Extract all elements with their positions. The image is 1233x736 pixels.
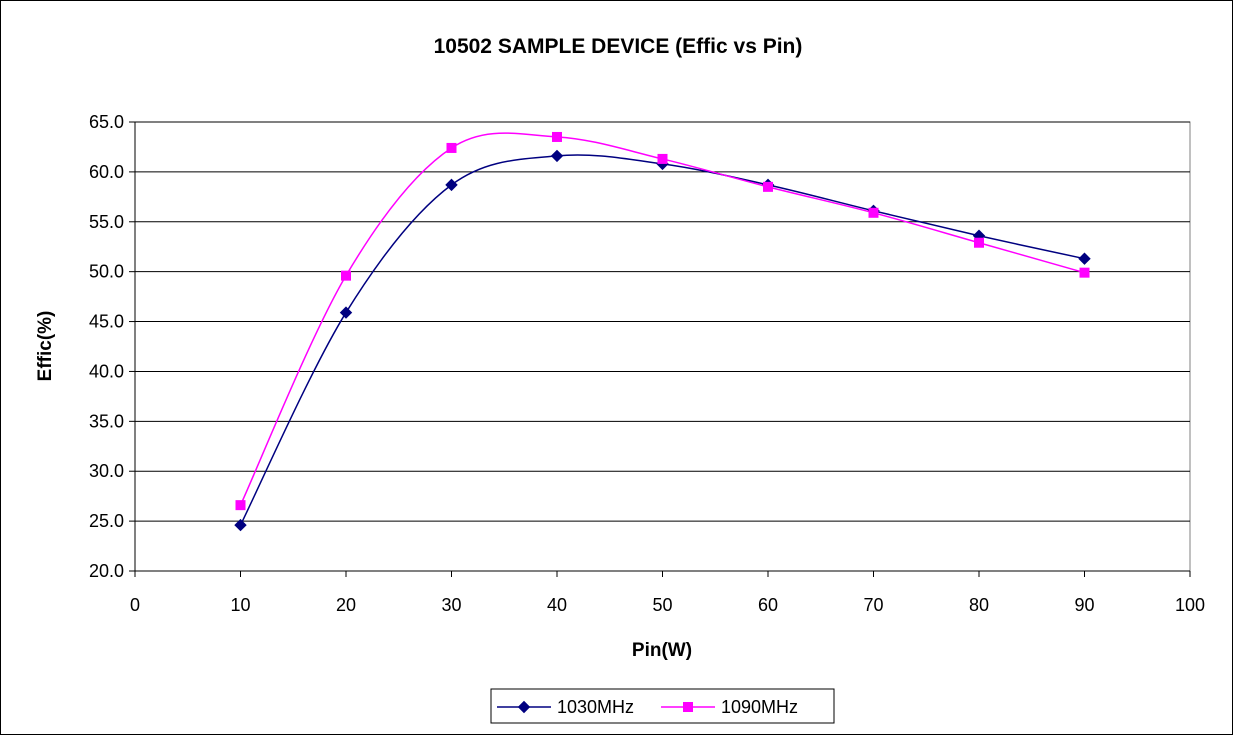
- x-tick-label-7: 70: [863, 595, 883, 615]
- x-tick-label-5: 50: [652, 595, 672, 615]
- x-tick-label-6: 60: [758, 595, 778, 615]
- chart-title: 10502 SAMPLE DEVICE (Effic vs Pin): [434, 35, 803, 58]
- y-tick-label-3: 35.0: [89, 411, 124, 431]
- data-point-1030MHz-90: [1078, 252, 1091, 265]
- x-tick-label-1: 10: [230, 595, 250, 615]
- series-1090MHz: [235, 131, 1090, 511]
- y-tick-label-2: 30.0: [89, 461, 124, 481]
- y-tick-label-7: 55.0: [89, 212, 124, 232]
- x-tick-label-2: 20: [336, 595, 356, 615]
- data-point-1090MHz-60: [763, 181, 773, 192]
- data-point-1090MHz-10: [235, 500, 246, 511]
- x-tick-label-10: 100: [1175, 595, 1205, 615]
- y-tick-label-6: 50.0: [89, 262, 124, 282]
- legend-marker-1090MHz: [683, 702, 693, 712]
- data-point-1030MHz-20: [339, 306, 353, 319]
- x-axis-ticks: 0 10 20 30 40 50 60 70 80 90 100: [130, 571, 1205, 615]
- gridlines: [135, 121, 1190, 522]
- data-point-1090MHz-70: [868, 207, 879, 218]
- y-axis-label: Effic(%): [35, 311, 56, 382]
- legend: 1030MHz 1090MHz: [490, 688, 835, 724]
- legend-box: [490, 688, 835, 724]
- x-tick-label-4: 40: [547, 595, 567, 615]
- y-tick-label-4: 40.0: [89, 361, 124, 381]
- data-point-1090MHz-20: [341, 270, 351, 281]
- y-tick-label-5: 45.0: [89, 312, 124, 332]
- y-axis-ticks: 20.0 25.0 30.0 35.0 40.0 45.0 50.0 55.0 60.0 65.0: [89, 112, 135, 581]
- data-point-1030MHz-40: [550, 149, 564, 163]
- legend-label-1030MHz: 1030MHz: [557, 697, 634, 717]
- legend-label-1090MHz: 1090MHz: [721, 697, 798, 717]
- x-axis-label: Pin(W): [632, 640, 692, 661]
- data-point-1090MHz-40: [552, 131, 562, 142]
- y-tick-label-0: 20.0: [89, 561, 124, 581]
- series-layer: [234, 131, 1091, 532]
- y-tick-label-1: 25.0: [89, 511, 124, 531]
- data-point-1030MHz-10: [234, 518, 247, 532]
- x-tick-label-8: 80: [969, 595, 989, 615]
- y-tick-label-9: 65.0: [89, 112, 124, 132]
- data-point-1090MHz-30: [446, 142, 457, 153]
- x-tick-label-0: 0: [130, 595, 140, 615]
- data-point-1030MHz-30: [445, 178, 458, 192]
- x-tick-label-3: 30: [441, 595, 461, 615]
- y-tick-label-8: 60.0: [89, 162, 124, 182]
- plot-area: [134, 121, 1191, 572]
- data-point-1090MHz-50: [657, 153, 668, 164]
- x-tick-label-9: 90: [1074, 595, 1094, 615]
- data-point-1090MHz-90: [1079, 267, 1090, 278]
- data-point-1090MHz-80: [974, 237, 984, 248]
- legend-marker-1030MHz: [517, 700, 531, 714]
